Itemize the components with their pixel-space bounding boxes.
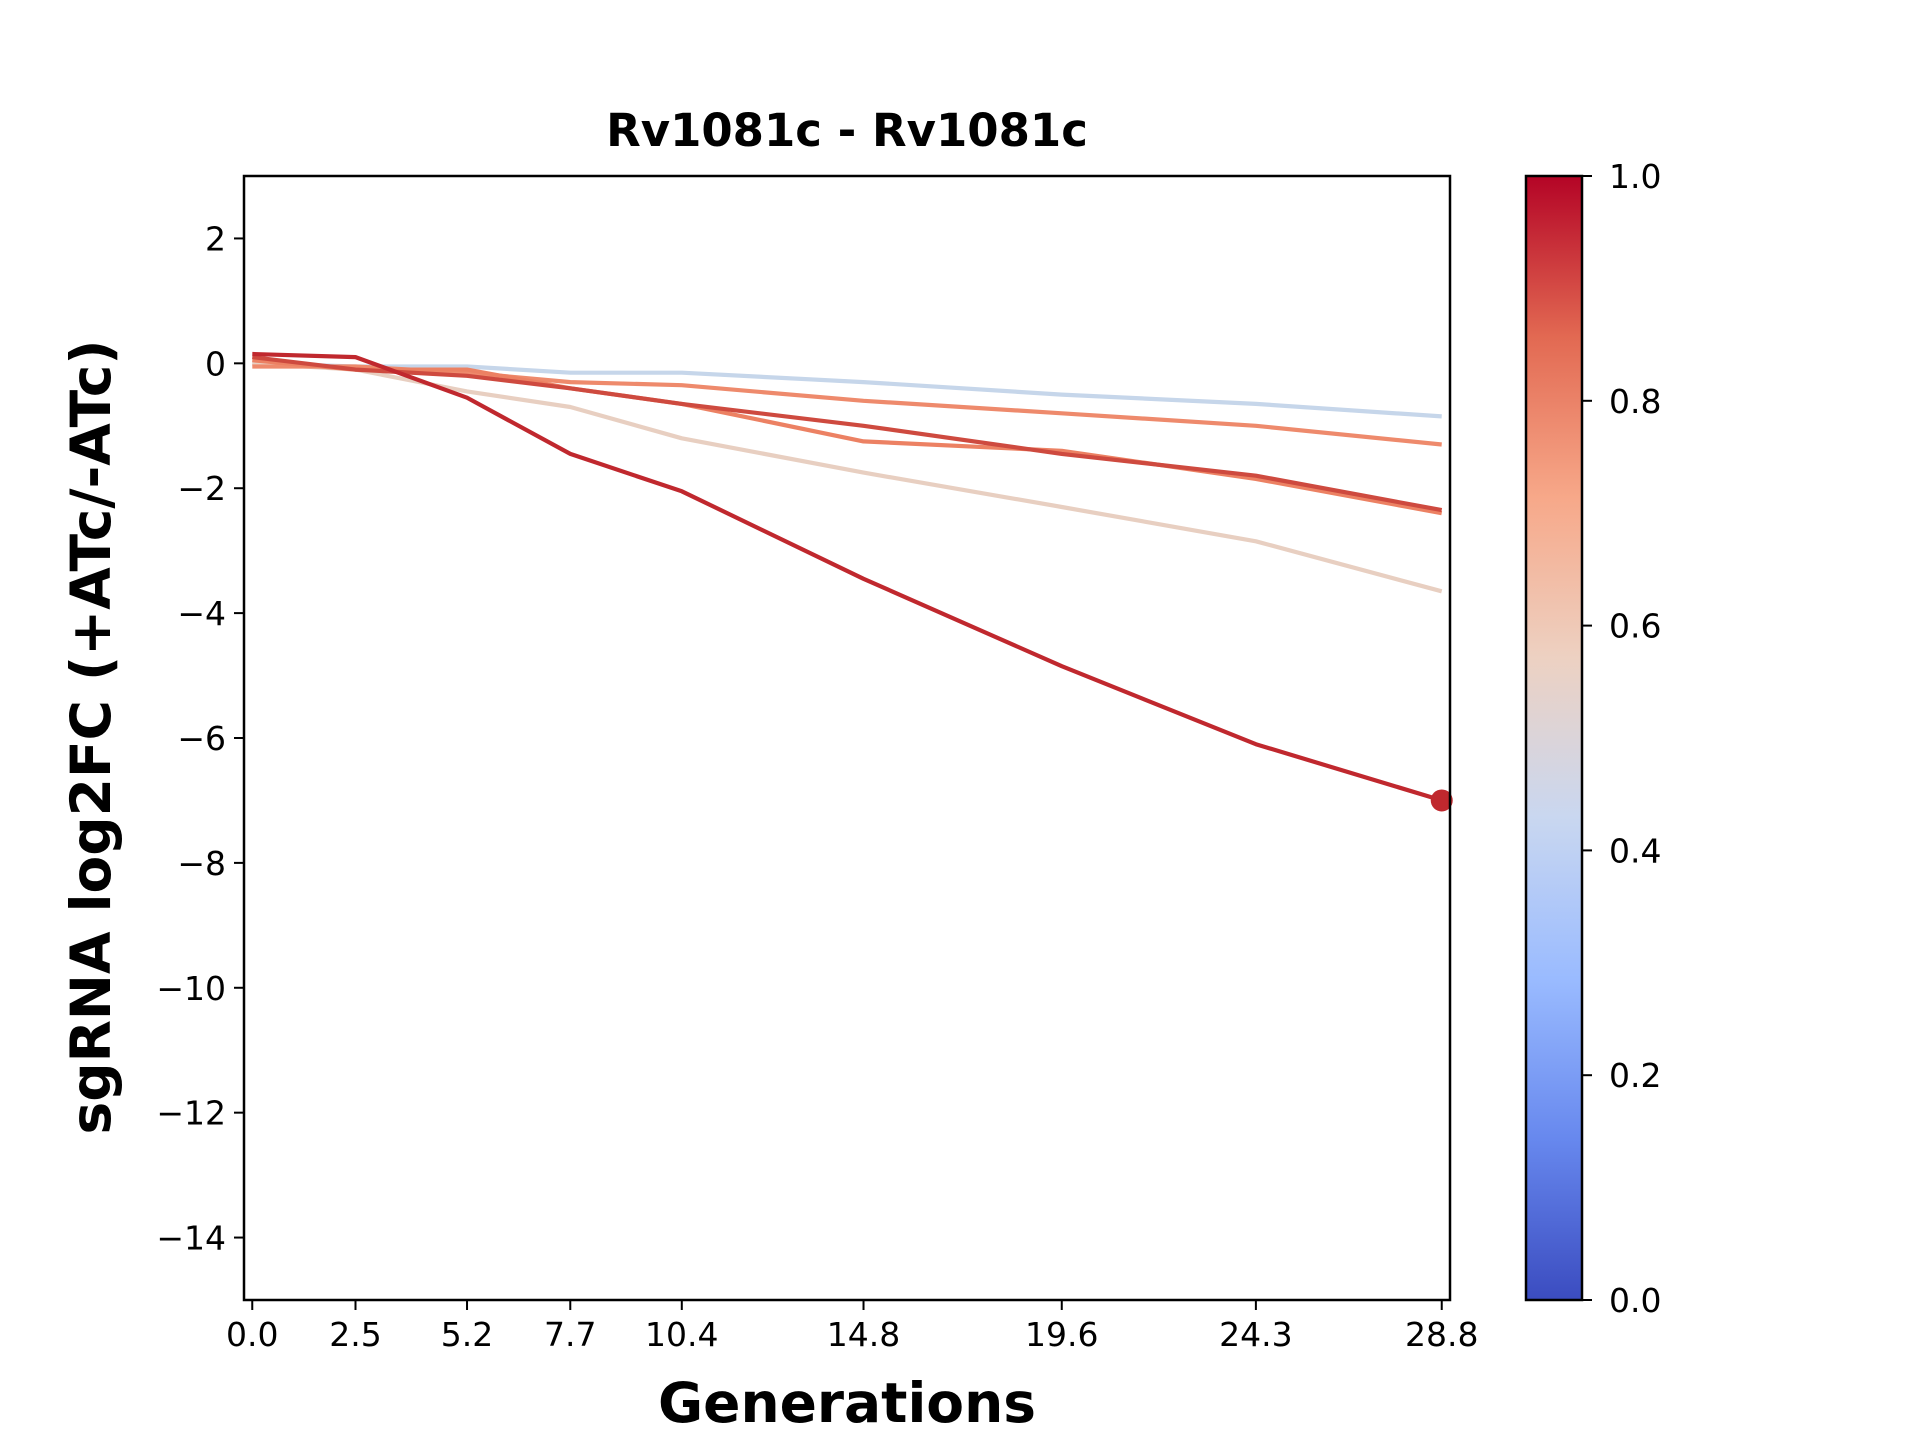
colorbar-tick-label: 1.0	[1609, 157, 1661, 196]
colorbar-tick-label: 0.4	[1609, 831, 1661, 870]
y-tick-label: −14	[156, 1219, 226, 1258]
plot-area	[252, 351, 1453, 812]
y-tick-label: 0	[205, 344, 226, 383]
colorbar-tick-label: 0.6	[1609, 607, 1661, 646]
x-tick-label: 14.8	[827, 1315, 900, 1354]
colorbar-ticks: 1.0 0.8 0.6 0.4 0.2 0.0	[1582, 157, 1661, 1320]
x-tick-label: 7.7	[544, 1315, 596, 1354]
series-line-2	[252, 361, 1443, 594]
y-tick-label: −6	[177, 719, 226, 758]
series-line-6	[252, 351, 1443, 803]
plot-frame	[242, 174, 1452, 1302]
colorbar-tick-label: 0.8	[1609, 382, 1661, 421]
colorbar-tick-label: 0.2	[1609, 1056, 1661, 1095]
x-axis: 0.0 2.5 5.2 7.7 10.4 14.8 19.6 24.3 28.8	[226, 1300, 1478, 1354]
x-tick-label: 24.3	[1219, 1315, 1292, 1354]
y-tick-label: −8	[177, 844, 226, 883]
y-tick-label: −10	[156, 969, 226, 1008]
x-axis-label: Generations	[658, 1371, 1036, 1435]
x-tick-label: 5.2	[441, 1315, 493, 1354]
colorbar-gradient	[1526, 176, 1582, 1300]
colorbar-frame	[1524, 174, 1584, 1302]
x-tick-label: 2.5	[329, 1315, 381, 1354]
chart-title: Rv1081c - Rv1081c	[606, 104, 1088, 157]
y-axis: 2 0 −2 −4 −6 −8 −10 −12 −14	[156, 219, 244, 1258]
series-end-point	[1430, 789, 1453, 812]
x-tick-label: 0.0	[226, 1315, 278, 1354]
x-tick-label: 10.4	[645, 1315, 718, 1354]
colorbar: 1.0 0.8 0.6 0.4 0.2 0.0	[1524, 157, 1661, 1320]
y-tick-label: −12	[156, 1094, 226, 1133]
y-axis-label: sgRNA log2FC (+ATc/-ATc)	[59, 339, 123, 1134]
x-tick-label: 28.8	[1405, 1315, 1478, 1354]
y-tick-label: 2	[205, 219, 226, 258]
x-tick-label: 19.6	[1025, 1315, 1098, 1354]
y-tick-label: −4	[177, 594, 226, 633]
y-tick-label: −2	[177, 469, 226, 508]
colorbar-tick-label: 0.0	[1609, 1281, 1661, 1320]
